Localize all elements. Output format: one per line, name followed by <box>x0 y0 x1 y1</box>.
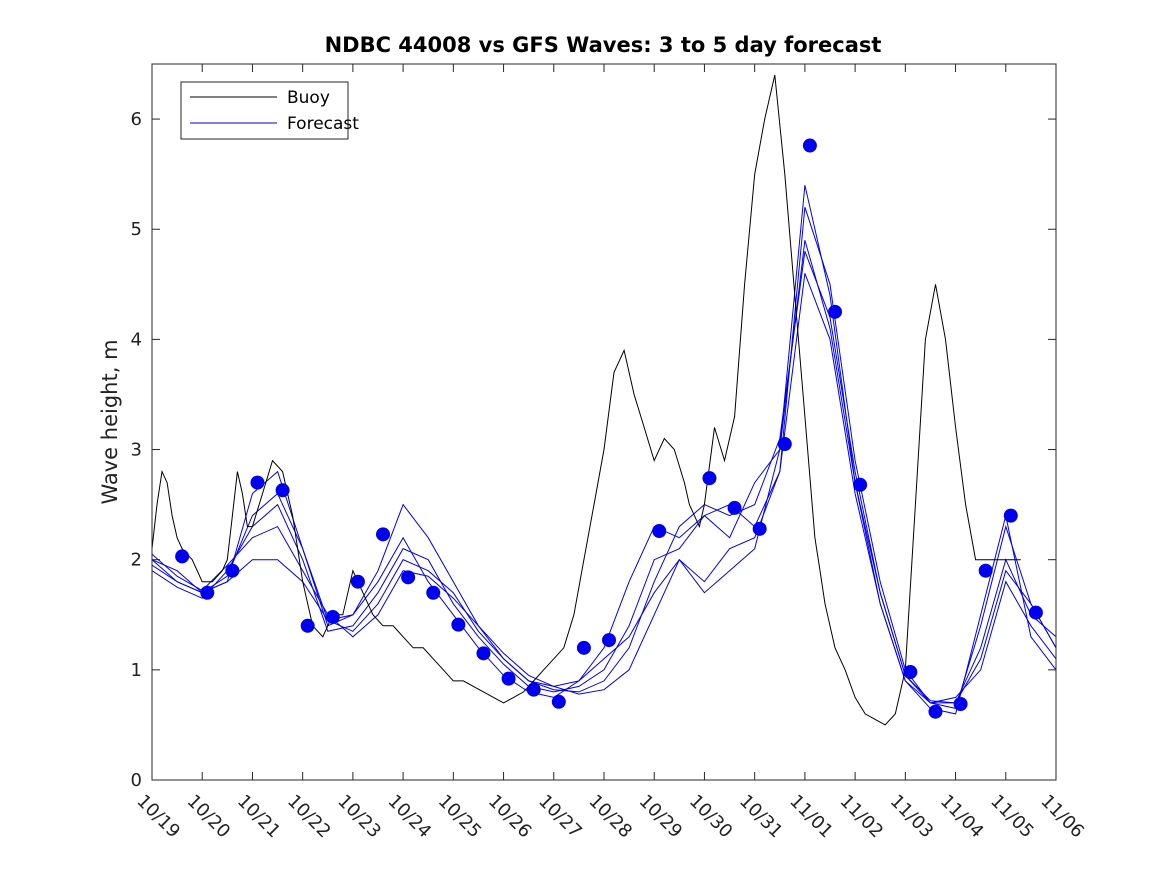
y-axis-label: Wave height, m <box>98 339 122 504</box>
forecast-point <box>350 574 365 589</box>
forecast-point <box>401 570 416 585</box>
y-tick-label: 5 <box>131 219 142 240</box>
forecast-point <box>802 138 817 153</box>
y-tick-label: 0 <box>131 770 142 791</box>
y-tick-label: 2 <box>131 550 142 571</box>
legend: Buoy Forecast <box>180 81 359 140</box>
data-layer <box>152 74 1056 726</box>
forecast-point <box>325 609 340 624</box>
plot-area <box>152 64 1056 780</box>
forecast-point <box>777 437 792 452</box>
forecast-point <box>727 500 742 515</box>
forecast-point <box>576 640 591 655</box>
y-tick-label: 6 <box>131 109 142 130</box>
chart-title: NDBC 44008 vs GFS Waves: 3 to 5 day fore… <box>325 33 882 57</box>
legend-forecast-label: Forecast <box>287 114 359 134</box>
forecast-point <box>953 696 968 711</box>
forecast-point <box>451 617 466 632</box>
forecast-point <box>828 304 843 319</box>
forecast-point <box>476 646 491 661</box>
forecast-point <box>903 665 918 680</box>
forecast-point <box>300 618 315 633</box>
buoy-line <box>152 74 1021 726</box>
forecast-point <box>175 549 190 564</box>
forecast-point <box>652 524 667 539</box>
forecast-point <box>526 682 541 697</box>
forecast-point <box>275 483 290 498</box>
forecast-point <box>978 563 993 578</box>
forecast-point <box>225 563 240 578</box>
y-tick-label: 1 <box>131 660 142 681</box>
forecast-point <box>752 521 767 536</box>
forecast-line <box>152 273 1056 704</box>
forecast-point <box>426 585 441 600</box>
forecast-point <box>376 527 391 542</box>
forecast-point <box>928 704 943 719</box>
forecast-point <box>1003 508 1018 523</box>
legend-buoy-label: Buoy <box>287 88 330 108</box>
y-tick-label: 3 <box>131 440 142 461</box>
forecast-point <box>702 471 717 486</box>
forecast-point <box>200 585 215 600</box>
y-tick-label: 4 <box>131 329 142 350</box>
legend-box <box>180 81 349 140</box>
forecast-point <box>853 477 868 492</box>
forecast-point <box>1028 605 1043 620</box>
forecast-point <box>602 633 617 648</box>
forecast-point <box>551 694 566 709</box>
plot-frame <box>151 63 1057 781</box>
forecast-point <box>250 475 265 490</box>
forecast-point <box>501 671 516 686</box>
